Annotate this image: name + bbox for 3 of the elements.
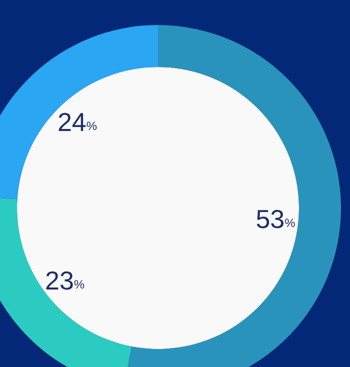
data-label: 53% (256, 204, 296, 234)
data-label: 24% (57, 106, 98, 137)
data-label: 23% (44, 265, 85, 296)
